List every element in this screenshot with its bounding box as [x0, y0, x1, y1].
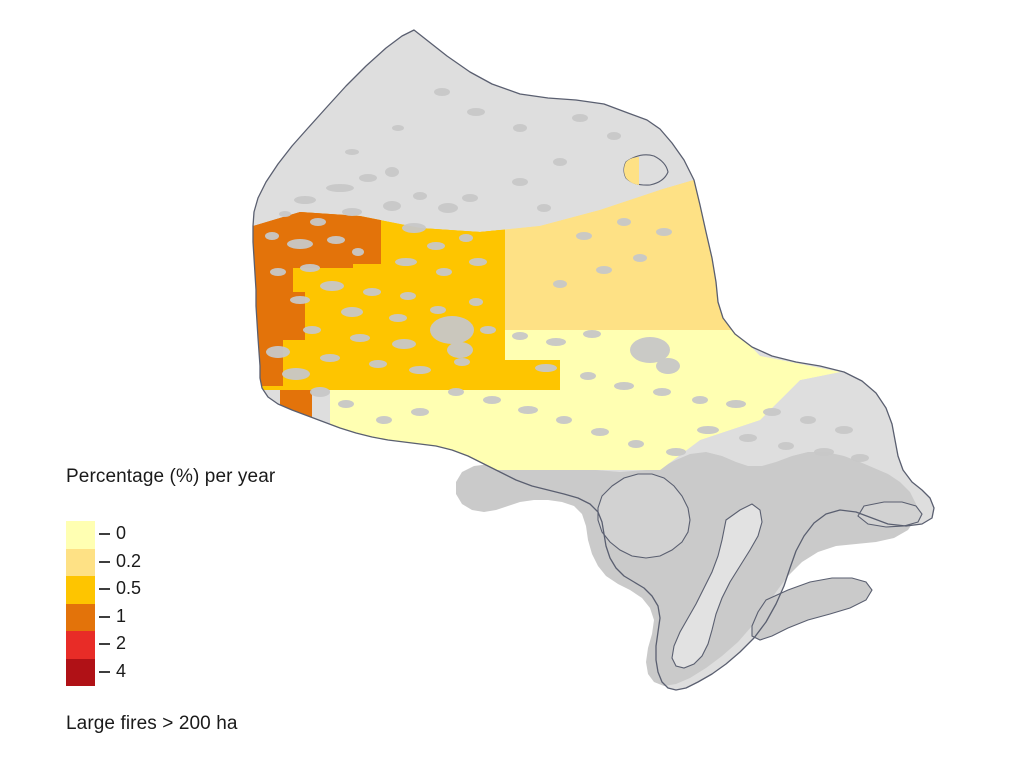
- inland-water-speckle-layer: [265, 88, 869, 462]
- legend-entry: 1: [66, 603, 246, 631]
- cell-class-2: [330, 360, 560, 390]
- dash-icon: [99, 588, 110, 590]
- akimiski-coloured-sliver: [624, 157, 639, 185]
- ontario-border: [252, 29, 935, 691]
- legend-swatch: [66, 576, 95, 604]
- us-great-lakes-states-land: [456, 452, 916, 686]
- legend-entry: 4: [66, 658, 246, 686]
- legend-label: 4: [116, 660, 127, 681]
- cell-class-1: [660, 180, 780, 300]
- dash-icon: [99, 643, 110, 645]
- legend-swatch: [66, 603, 95, 631]
- legend-entry: 0.2: [66, 548, 246, 576]
- legend-swatch: [66, 521, 95, 549]
- legend-label: 0.2: [116, 550, 142, 571]
- legend-entry: 0.5: [66, 576, 246, 604]
- lake-huron-water: [671, 503, 763, 669]
- lake-superior-water: [597, 473, 691, 559]
- lake-ontario-water: [857, 501, 923, 528]
- legend-label: 0.5: [116, 578, 142, 598]
- legend-label: 2: [116, 633, 127, 653]
- cell-class-2: [430, 205, 505, 385]
- legend-entry: 2: [66, 631, 246, 659]
- legend-caption: Large fires > 200 ha: [66, 713, 238, 734]
- legend-swatch: [66, 631, 95, 659]
- legend-swatch: [66, 548, 95, 576]
- legend-title: Percentage (%) per year: [66, 466, 276, 487]
- boundary-outline-layer: [252, 29, 935, 691]
- legend-swatch: [66, 658, 95, 686]
- legend-colour-ramp: 0 0.2 0.5 1 2 4: [66, 521, 246, 687]
- dash-icon: [99, 560, 110, 563]
- legend-label: 1: [116, 605, 127, 626]
- dash-icon: [99, 670, 110, 673]
- cell-class-3: [253, 260, 293, 295]
- neighbouring-land-layer: [456, 452, 923, 686]
- legend-label: 0: [116, 523, 127, 543]
- dash-icon: [99, 533, 110, 535]
- legend-entry: 0: [66, 521, 246, 549]
- dash-icon: [99, 615, 110, 618]
- lake-erie-water: [751, 577, 873, 641]
